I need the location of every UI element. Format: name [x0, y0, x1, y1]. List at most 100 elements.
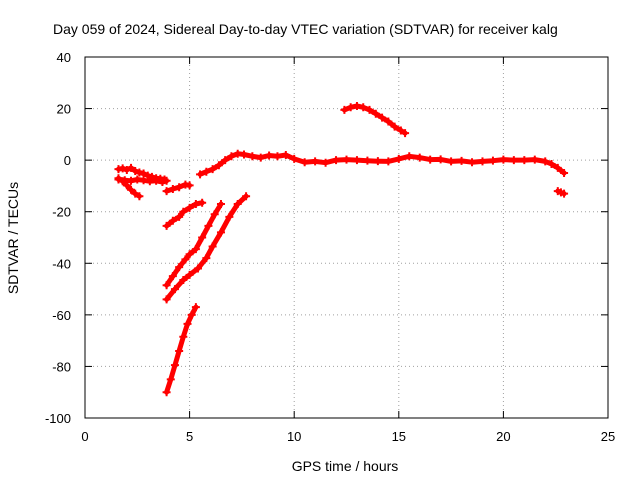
data-point: [166, 375, 175, 384]
data-point: [547, 160, 556, 169]
data-point: [181, 255, 190, 264]
data-point: [183, 319, 192, 328]
y-tick-label: 20: [57, 102, 71, 117]
data-point: [208, 165, 217, 174]
data-point: [191, 199, 200, 208]
y-tick-label: 0: [64, 153, 71, 168]
data-point: [185, 181, 194, 190]
data-point: [346, 103, 355, 112]
x-tick-label: 20: [496, 429, 510, 444]
data-point: [281, 150, 290, 159]
data-point: [394, 154, 403, 163]
data-point: [365, 105, 374, 114]
data-point: [118, 177, 127, 186]
data-point: [426, 155, 435, 164]
data-point: [239, 150, 248, 159]
data-point: [415, 153, 424, 162]
data-point: [168, 272, 177, 281]
data-point: [198, 198, 207, 207]
data-point: [216, 199, 225, 208]
data-point: [373, 157, 382, 166]
data-point: [457, 156, 466, 165]
data-point: [162, 295, 171, 304]
plot-frame: [84, 56, 609, 419]
data-point: [168, 216, 177, 225]
data-point: [127, 176, 136, 185]
data-point: [332, 156, 341, 165]
data-point: [170, 285, 179, 294]
data-series: [162, 180, 194, 196]
data-point: [216, 228, 225, 237]
data-point: [191, 245, 200, 254]
x-axis-label: GPS time / hours: [292, 458, 399, 474]
data-point: [290, 154, 299, 163]
y-tick-label: 40: [57, 50, 71, 65]
data-point: [509, 156, 518, 165]
x-tick-label: 15: [392, 429, 406, 444]
data-point: [139, 169, 148, 178]
data-point: [405, 152, 414, 161]
data-point: [560, 189, 569, 198]
data-point: [131, 189, 140, 198]
data-point: [436, 155, 445, 164]
data-point: [187, 310, 196, 319]
data-point: [242, 192, 251, 201]
data-point: [196, 170, 205, 179]
data-point: [162, 187, 171, 196]
data-point: [193, 264, 202, 273]
data-point: [152, 176, 161, 185]
data-point: [185, 203, 194, 212]
data-point: [342, 155, 351, 164]
data-point: [225, 212, 234, 221]
data-point: [340, 105, 349, 114]
series-layer: [114, 101, 569, 397]
data-point: [143, 171, 152, 180]
data-point: [135, 192, 144, 201]
data-point: [352, 156, 361, 165]
data-point: [233, 199, 242, 208]
data-point: [221, 156, 230, 165]
data-point: [179, 207, 188, 216]
data-point: [208, 242, 217, 251]
y-tick-label: -60: [52, 308, 71, 323]
data-point: [122, 165, 131, 174]
data-point: [468, 158, 477, 167]
data-point: [384, 157, 393, 166]
data-series: [162, 199, 225, 290]
x-tick-label: 0: [81, 429, 88, 444]
data-point: [210, 210, 219, 219]
data-point: [135, 168, 144, 177]
data-point: [311, 157, 320, 166]
data-point: [541, 157, 550, 166]
data-point: [170, 361, 179, 370]
data-series: [162, 192, 251, 304]
y-tick-label: -40: [52, 256, 71, 271]
series-trace: [164, 193, 249, 302]
data-point: [553, 163, 562, 172]
chart-title: Day 059 of 2024, Sidereal Day-to-day VTE…: [53, 21, 558, 37]
x-tick-label: 5: [186, 429, 193, 444]
data-point: [371, 109, 380, 118]
data-series: [553, 187, 569, 198]
data-point: [321, 158, 330, 167]
data-point: [352, 101, 361, 110]
data-point: [248, 152, 257, 161]
x-tick-label: 10: [287, 429, 301, 444]
data-point: [488, 156, 497, 165]
data-point: [227, 152, 236, 161]
data-point: [378, 113, 387, 122]
data-point: [162, 221, 171, 230]
grid: [85, 57, 608, 418]
y-tick-label: -80: [52, 359, 71, 374]
data-point: [359, 103, 368, 112]
series-trace: [164, 201, 224, 288]
data-point: [168, 185, 177, 194]
series-trace: [341, 103, 408, 136]
data-series: [114, 174, 144, 201]
data-point: [162, 388, 171, 397]
data-point: [300, 158, 309, 167]
data-series: [162, 198, 207, 230]
data-point: [185, 270, 194, 279]
data-point: [175, 263, 184, 272]
